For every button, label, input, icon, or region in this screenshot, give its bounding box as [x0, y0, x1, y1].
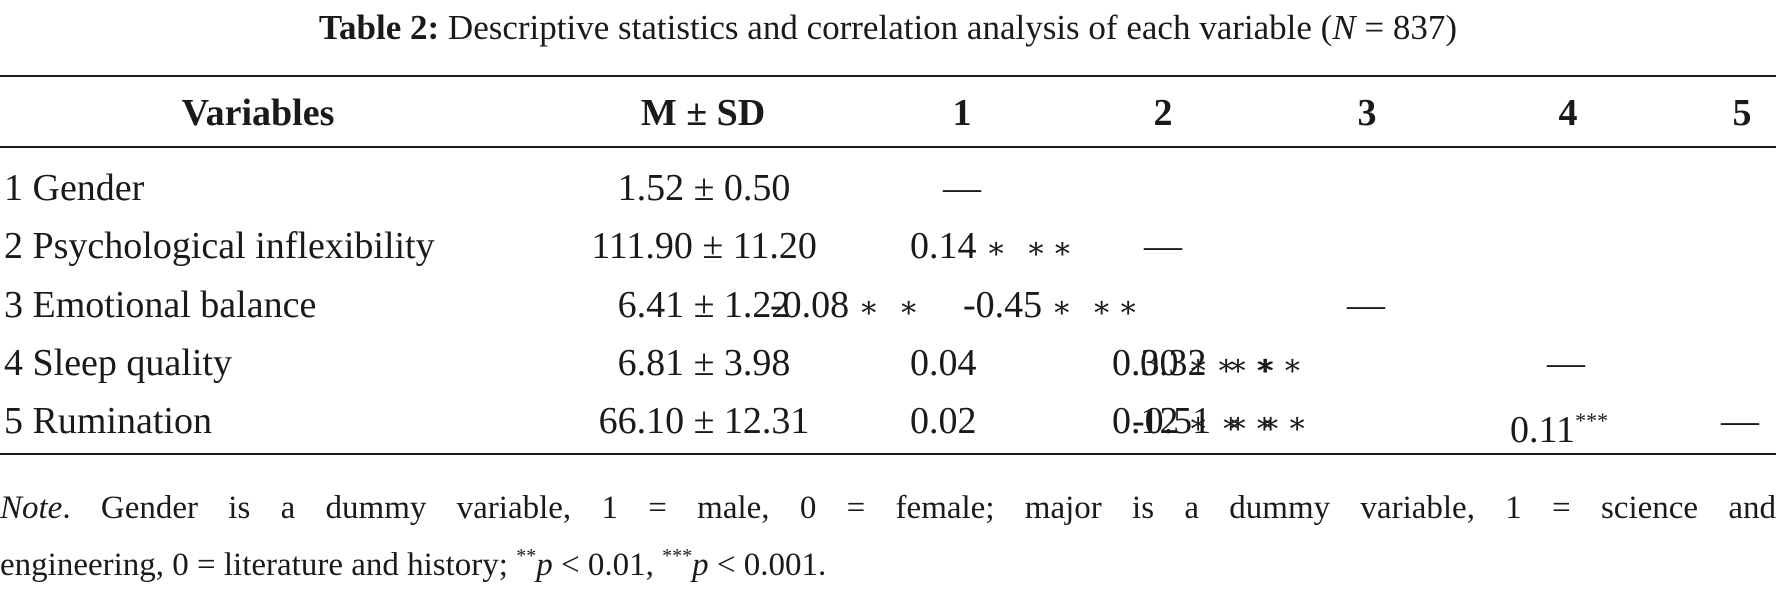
- row-psych-c1: 0.14 ∗ ∗∗: [910, 223, 1079, 272]
- row-rumination-c3-stars: ∗ ∗∗: [1220, 407, 1314, 440]
- row-sleep-variable: 4 Sleep quality: [4, 342, 232, 384]
- row-emotional-variable: 3 Emotional balance: [4, 284, 317, 326]
- table-caption: Table 2: Descriptive statistics and corr…: [0, 6, 1776, 50]
- row-gender-variable: 1 Gender: [4, 167, 145, 209]
- caption-n-value: = 837): [1355, 8, 1458, 47]
- table-note: Note. Gender is a dummy variable, 1 = ma…: [0, 484, 1776, 589]
- row-sleep-msd: 6.81 ± 3.98: [617, 342, 791, 384]
- row-emotional-msd: 6.41 ± 1.22: [617, 284, 791, 326]
- header-variables: Variables: [181, 92, 335, 134]
- note-line-1: Note. Gender is a dummy variable, 1 = ma…: [0, 484, 1776, 532]
- row-sleep-c2-value: 0.30: [1112, 342, 1179, 384]
- row-psych-c1-stars: ∗ ∗∗: [986, 232, 1079, 265]
- row-rumination-c1: 0.02: [910, 400, 977, 442]
- row-psych-variable: 2 Psychological inflexibility: [4, 225, 435, 267]
- row-emotional-c1: -0.08 ∗ ∗: [770, 282, 925, 331]
- note-p-symbol-1: p: [536, 547, 553, 583]
- caption-n-symbol: N: [1332, 8, 1356, 47]
- note-line-2: engineering, 0 = literature and history;…: [0, 532, 1776, 589]
- row-sleep-c1: 0.04: [910, 342, 977, 384]
- header-msd: M ± SD: [640, 92, 766, 134]
- table-top-rule: [0, 75, 1776, 77]
- note-sig1-text: < 0.01,: [552, 547, 663, 583]
- row-emotional-c3: —: [1347, 284, 1385, 326]
- note-sig1-stars: **: [516, 545, 537, 567]
- header-col-3: 3: [1357, 92, 1377, 134]
- row-sleep-c3: 0.32 ∗ ∗∗: [1140, 340, 1309, 389]
- row-rumination-c3-value: -0.51: [1132, 400, 1212, 442]
- row-emotional-c1-value: -0.08: [770, 284, 850, 326]
- table-bottom-rule: [0, 453, 1776, 455]
- row-rumination-c4-sup: ***: [1575, 408, 1609, 433]
- note-line-1-text: . Gender is a dummy variable, 1 = male, …: [62, 490, 1776, 526]
- row-sleep-c2: 0.30 ∗ ∗∗: [1112, 340, 1281, 389]
- note-sig2-text: < 0.001.: [708, 547, 827, 583]
- note-sig2-stars: ***: [662, 545, 693, 567]
- row-rumination-c3: -0.51 ∗ ∗∗: [1132, 398, 1313, 447]
- header-col-4: 4: [1558, 92, 1578, 134]
- header-col-2: 2: [1153, 92, 1173, 134]
- row-rumination-c4-value: 0.11: [1510, 409, 1576, 451]
- note-p-symbol-2: p: [692, 547, 709, 583]
- row-psych-msd: 111.90 ± 11.20: [591, 225, 817, 267]
- note-label: Note: [0, 490, 63, 526]
- note-line-2-text: engineering, 0 = literature and history;: [0, 547, 517, 583]
- caption-text: Descriptive statistics and correlation a…: [447, 8, 1333, 47]
- row-sleep-c2-stars: ∗ ∗∗: [1188, 349, 1281, 382]
- row-gender-msd: 1.52 ± 0.50: [617, 167, 791, 209]
- caption-label: Table 2:: [318, 8, 440, 47]
- header-col-5: 5: [1732, 92, 1752, 134]
- row-emotional-c2-stars: ∗ ∗∗: [1051, 291, 1145, 324]
- row-sleep-c3-value: 0.32: [1140, 342, 1207, 384]
- row-rumination-c4: 0.11***: [1510, 398, 1608, 453]
- header-col-1: 1: [952, 92, 972, 134]
- row-emotional-c1-stars: ∗ ∗: [858, 291, 925, 324]
- row-rumination-c5: —: [1721, 400, 1759, 442]
- row-rumination-c2: 0.12 ∗ ∗∗: [1112, 398, 1281, 447]
- row-gender-c1: —: [943, 167, 981, 209]
- row-sleep-c4: —: [1547, 342, 1585, 384]
- table-header-rule: [0, 146, 1776, 148]
- row-emotional-c2-value: -0.45: [963, 284, 1043, 326]
- row-rumination-c2-value: 0.12: [1112, 400, 1179, 442]
- row-rumination-variable: 5 Rumination: [4, 400, 212, 442]
- row-sleep-c3-stars: ∗ ∗∗: [1216, 349, 1309, 382]
- row-psych-c1-value: 0.14: [910, 225, 977, 267]
- row-rumination-c2-stars: ∗ ∗∗: [1188, 407, 1281, 440]
- row-emotional-c2: -0.45 ∗ ∗∗: [963, 282, 1144, 331]
- row-rumination-msd: 66.10 ± 12.31: [598, 400, 810, 442]
- row-psych-c2: —: [1144, 225, 1182, 267]
